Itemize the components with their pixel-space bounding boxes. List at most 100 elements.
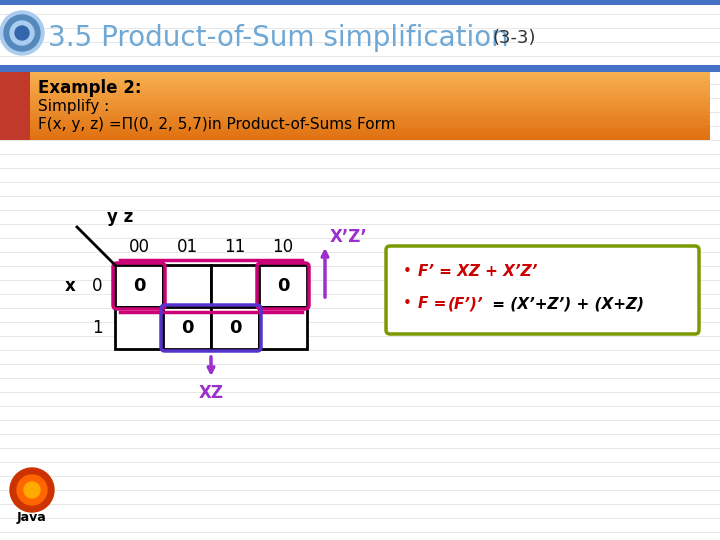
- Bar: [0, 0, 720, 5]
- Bar: [30, 136, 710, 137]
- Bar: [30, 119, 710, 120]
- Circle shape: [10, 21, 34, 45]
- Bar: [30, 86, 710, 87]
- Text: Example 2:: Example 2:: [38, 79, 142, 97]
- Bar: [163, 265, 211, 307]
- Text: F(x, y, z) =Π(0, 2, 5,7)in Product-of-Sums Form: F(x, y, z) =Π(0, 2, 5,7)in Product-of-Su…: [38, 117, 395, 132]
- Bar: [30, 124, 710, 125]
- Text: XZ: XZ: [199, 384, 223, 402]
- Bar: [30, 132, 710, 133]
- Bar: [30, 135, 710, 136]
- Bar: [30, 73, 710, 74]
- Text: 01: 01: [176, 238, 197, 256]
- Bar: [30, 99, 710, 100]
- Bar: [30, 76, 710, 77]
- Bar: [30, 102, 710, 103]
- Bar: [30, 133, 710, 134]
- Bar: [30, 108, 710, 109]
- Bar: [115, 265, 163, 307]
- Bar: [30, 116, 710, 117]
- Text: 1: 1: [91, 319, 102, 337]
- Text: •: •: [403, 296, 412, 312]
- Bar: [30, 101, 710, 102]
- Bar: [30, 89, 710, 90]
- Text: 0: 0: [132, 277, 145, 295]
- Text: (3-3): (3-3): [492, 29, 536, 47]
- Bar: [30, 93, 710, 94]
- Bar: [30, 79, 710, 80]
- Bar: [30, 88, 710, 89]
- Bar: [30, 111, 710, 112]
- Bar: [30, 97, 710, 98]
- Bar: [259, 307, 307, 349]
- Bar: [30, 94, 710, 95]
- Text: x: x: [65, 277, 76, 295]
- Bar: [30, 134, 710, 135]
- Bar: [30, 123, 710, 124]
- Bar: [211, 265, 259, 307]
- Bar: [30, 103, 710, 104]
- Bar: [30, 138, 710, 139]
- Bar: [30, 127, 710, 128]
- Text: X’Z’: X’Z’: [330, 228, 368, 246]
- Bar: [30, 98, 710, 99]
- Bar: [30, 72, 710, 73]
- Bar: [30, 120, 710, 121]
- Text: F =: F =: [418, 296, 451, 312]
- Bar: [30, 100, 710, 101]
- Bar: [30, 84, 710, 85]
- Bar: [30, 118, 710, 119]
- Bar: [30, 80, 710, 81]
- Bar: [30, 96, 710, 97]
- Bar: [30, 104, 710, 105]
- Bar: [30, 95, 710, 96]
- Text: 0: 0: [181, 319, 193, 337]
- Circle shape: [17, 475, 47, 505]
- Text: = (X’+Z’) + (X+Z): = (X’+Z’) + (X+Z): [487, 296, 644, 312]
- Bar: [259, 265, 307, 307]
- Bar: [30, 126, 710, 127]
- Bar: [30, 91, 710, 92]
- Bar: [211, 307, 259, 349]
- Bar: [30, 117, 710, 118]
- Bar: [163, 307, 211, 349]
- Text: 10: 10: [272, 238, 294, 256]
- Text: 0: 0: [229, 319, 241, 337]
- Bar: [30, 87, 710, 88]
- Circle shape: [4, 15, 40, 51]
- Bar: [30, 121, 710, 122]
- Bar: [0, 65, 720, 72]
- Bar: [30, 105, 710, 106]
- FancyBboxPatch shape: [386, 246, 699, 334]
- Bar: [30, 112, 710, 113]
- Bar: [30, 83, 710, 84]
- Bar: [30, 75, 710, 76]
- Bar: [30, 122, 710, 123]
- Bar: [0, 65, 8, 72]
- Text: 0: 0: [276, 277, 289, 295]
- Bar: [30, 109, 710, 110]
- Circle shape: [15, 26, 29, 40]
- Bar: [30, 90, 710, 91]
- Text: Java: Java: [17, 511, 47, 524]
- Bar: [30, 110, 710, 111]
- Bar: [30, 85, 710, 86]
- Circle shape: [0, 11, 44, 55]
- Text: 11: 11: [225, 238, 246, 256]
- Text: •: •: [403, 265, 412, 280]
- Bar: [30, 74, 710, 75]
- Circle shape: [10, 468, 54, 512]
- Bar: [30, 139, 710, 140]
- Text: F’ = XZ + X’Z’: F’ = XZ + X’Z’: [418, 265, 537, 280]
- Bar: [30, 106, 710, 107]
- Bar: [30, 92, 710, 93]
- Text: y z: y z: [107, 208, 133, 226]
- Bar: [30, 78, 710, 79]
- Bar: [30, 131, 710, 132]
- Circle shape: [24, 482, 40, 498]
- Text: 00: 00: [128, 238, 150, 256]
- Bar: [30, 114, 710, 115]
- Bar: [30, 107, 710, 108]
- Text: 3.5 Product-of-Sum simplification: 3.5 Product-of-Sum simplification: [48, 24, 509, 52]
- Bar: [30, 137, 710, 138]
